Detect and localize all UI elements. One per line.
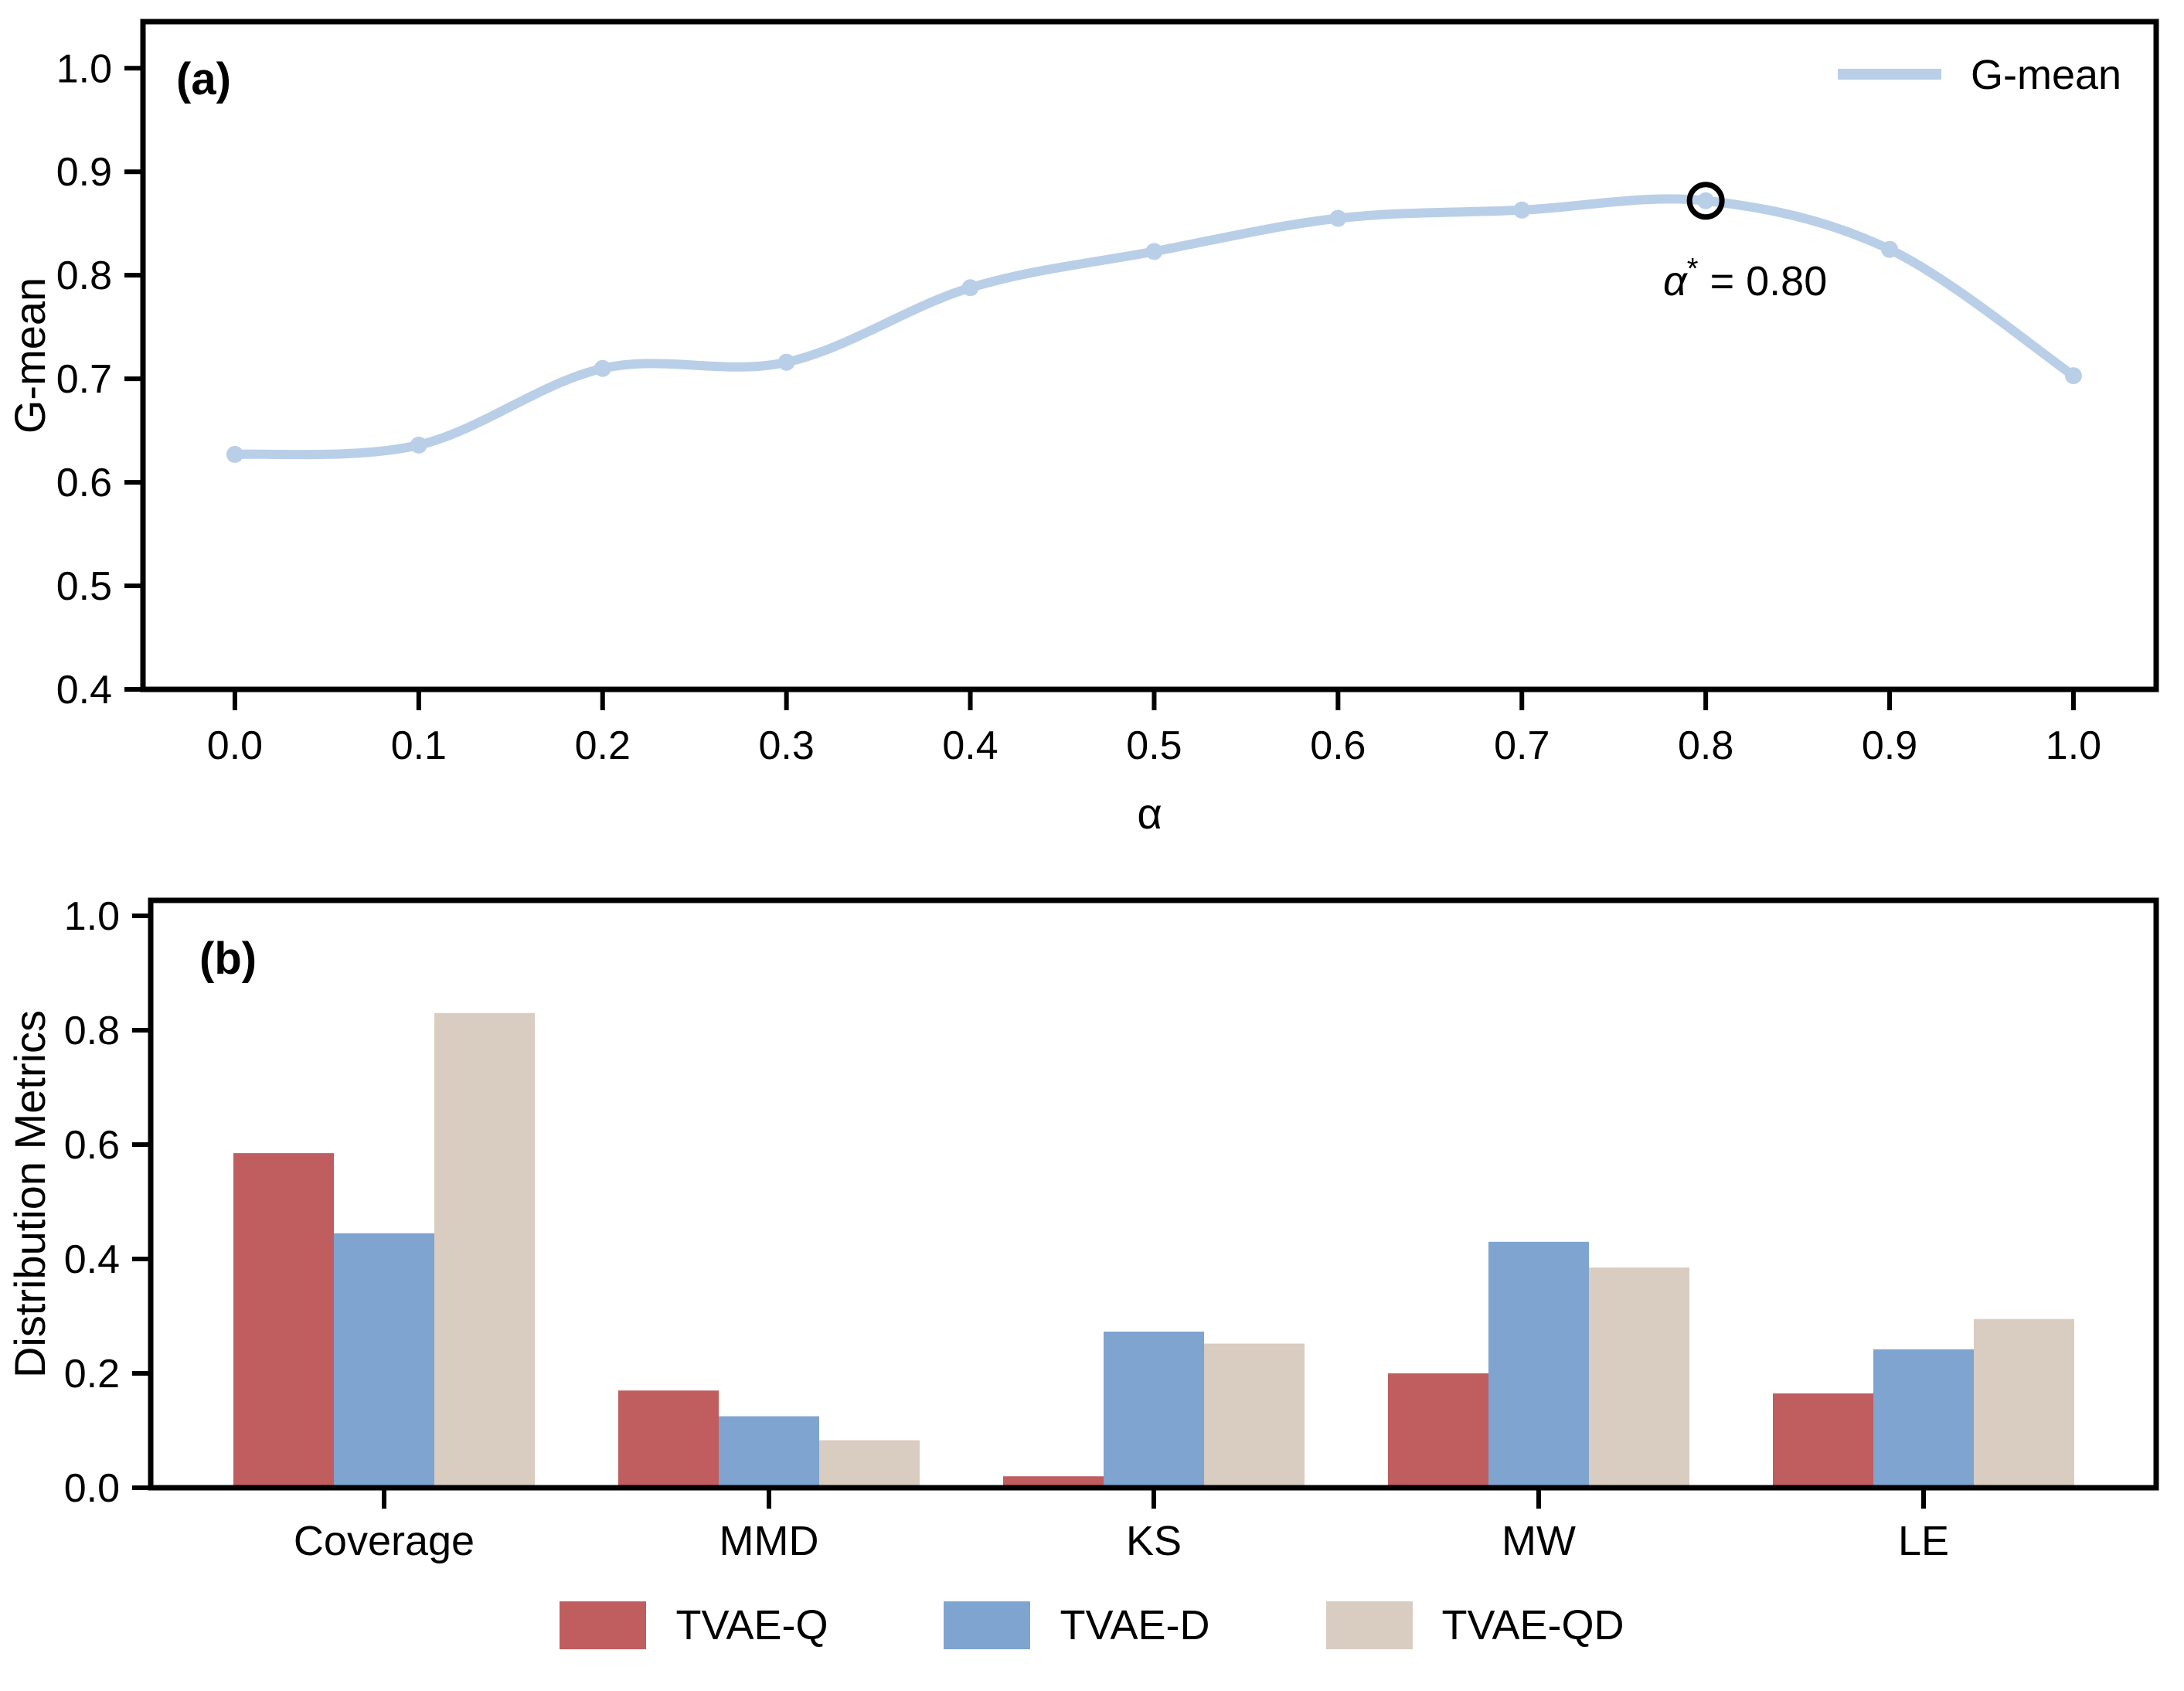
- x-tick-label: 0.7: [1494, 723, 1550, 768]
- data-point-marker: [1513, 201, 1531, 219]
- panel-a-tag: (a): [176, 54, 231, 104]
- bar-tvae-qd-coverage: [434, 1012, 535, 1488]
- optimal-point-circle: [1686, 182, 1725, 220]
- legend-label-tvae-d: TVAE-D: [1060, 1602, 1210, 1648]
- data-point-marker: [226, 445, 243, 463]
- bar-tvae-d-le: [1873, 1349, 1974, 1488]
- bar-tvae-qd-mw: [1589, 1267, 1689, 1488]
- y-tick-label: 0.0: [64, 1466, 120, 1511]
- bar-chart-legend: TVAE-Q TVAE-D TVAE-QD: [0, 1601, 2184, 1649]
- bar-tvae-d-coverage: [334, 1233, 434, 1488]
- data-point-marker: [1881, 240, 1899, 258]
- data-point-marker: [1329, 209, 1347, 227]
- panel-b-axes-frame: [148, 897, 2159, 1491]
- panel-a-line-chart: 0.0 0.1 0.2 0.3 0.4 0.5 0.6 0.7 0.8 0.9 1.0 0.4 0.5 0…: [5, 19, 2159, 838]
- y-tick-label: 1.0: [64, 894, 120, 939]
- bar-tvae-q-le: [1773, 1393, 1873, 1488]
- y-tick-label: 0.8: [56, 253, 112, 298]
- x-tick-label: 0.5: [1126, 723, 1182, 768]
- y-tick-label: 0.7: [56, 357, 112, 402]
- x-tick-label: 0.1: [391, 723, 447, 768]
- y-tick-label: 0.4: [56, 668, 112, 713]
- panel-a-xlabel: α: [1137, 789, 1162, 838]
- x-tick-label: 0.9: [1862, 723, 1917, 768]
- legend-item-tvae-q: TVAE-Q: [560, 1601, 828, 1649]
- y-tick-label: 0.9: [56, 150, 112, 195]
- bar-tvae-d-mw: [1488, 1241, 1589, 1488]
- bar-tvae-q-coverage: [233, 1153, 334, 1488]
- bar-tvae-q-mmd: [618, 1390, 719, 1488]
- panel-b-tag: (b): [199, 934, 257, 984]
- x-tick-label: 0.2: [575, 723, 631, 768]
- legend-gmean-label: G-mean: [1971, 52, 2121, 98]
- bar-tvae-qd-ks: [1204, 1343, 1305, 1488]
- data-point-marker: [1145, 243, 1163, 260]
- legend-swatch-tvae-d: [944, 1601, 1031, 1649]
- gmean-line: [230, 194, 2078, 460]
- legend-label-tvae-q: TVAE-Q: [675, 1602, 828, 1648]
- legend-label-tvae-qd: TVAE-QD: [1441, 1602, 1624, 1648]
- panel-a-ylabel: G-mean: [5, 277, 54, 434]
- y-tick-label: 0.4: [64, 1237, 120, 1282]
- legend-swatch-tvae-qd: [1325, 1601, 1413, 1649]
- y-tick-label: 1.0: [56, 46, 112, 91]
- bar-tvae-d-mmd: [719, 1416, 819, 1488]
- data-point-marker: [410, 436, 427, 454]
- y-tick-label: 0.6: [64, 1123, 120, 1168]
- category-label-mmd: MMD: [719, 1518, 819, 1564]
- x-tick-label: 0.4: [942, 723, 998, 768]
- data-point-marker: [2064, 367, 2082, 385]
- y-tick-label: 0.5: [56, 564, 112, 609]
- bar-tvae-q-ks: [1003, 1476, 1104, 1488]
- x-tick-label: 0.6: [1310, 723, 1366, 768]
- data-point-marker: [777, 353, 795, 371]
- bar-tvae-qd-mmd: [819, 1440, 920, 1488]
- y-tick-label: 0.6: [56, 461, 112, 505]
- data-point-marker: [1697, 192, 1715, 209]
- panel-b-bar-chart: 0.0 0.2 0.4 0.6 0.8 1.0 Coverage MMD KS MW LE Distr…: [5, 894, 2159, 1564]
- bar-tvae-q-mw: [1388, 1373, 1488, 1488]
- alpha-star-annotation: α* = 0.80: [1663, 253, 1827, 305]
- data-point-marker: [594, 359, 611, 377]
- category-label-ks: KS: [1126, 1518, 1182, 1564]
- bar-tvae-d-ks: [1104, 1331, 1204, 1488]
- data-point-marker: [961, 279, 979, 297]
- panel-a-axes-frame: [140, 19, 2159, 692]
- x-tick-label: 0.0: [207, 723, 263, 768]
- category-label-coverage: Coverage: [294, 1518, 475, 1564]
- legend-item-tvae-d: TVAE-D: [944, 1601, 1210, 1649]
- legend-item-tvae-qd: TVAE-QD: [1325, 1601, 1624, 1649]
- legend-swatch-tvae-q: [560, 1601, 647, 1649]
- y-tick-label: 0.8: [64, 1009, 120, 1053]
- panel-b-ylabel: Distribution Metrics: [5, 1010, 54, 1378]
- x-tick-label: 0.3: [758, 723, 814, 768]
- x-tick-label: 0.8: [1678, 723, 1733, 768]
- category-label-le: LE: [1898, 1518, 1949, 1564]
- x-tick-label: 1.0: [2046, 723, 2101, 768]
- category-label-mw: MW: [1502, 1518, 1576, 1564]
- y-tick-label: 0.2: [64, 1352, 120, 1397]
- bar-tvae-qd-le: [1974, 1318, 2074, 1488]
